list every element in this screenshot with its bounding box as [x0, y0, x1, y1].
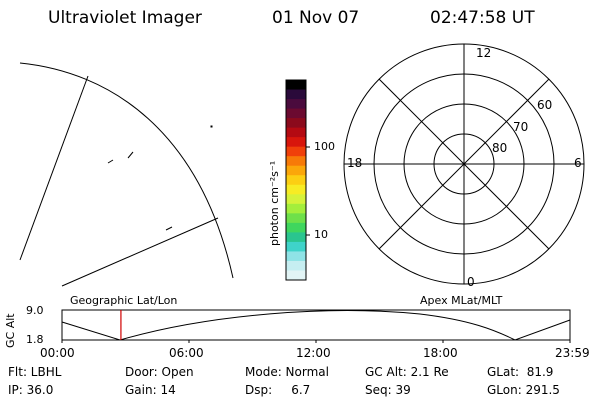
- timeline-right-label: Apex MLat/MLT: [420, 294, 503, 307]
- colorbar-stripe: [286, 118, 306, 129]
- colorbar-stripe: [286, 203, 306, 214]
- polar-diagonal-2: [378, 78, 550, 250]
- status-gain: Gain: 14: [125, 383, 176, 397]
- lat-label-70: 70: [513, 120, 529, 134]
- instrument-title: Ultraviolet Imager: [48, 8, 202, 28]
- timeline-ytick-1-8: 1.8: [26, 333, 44, 346]
- colorbar-stripe: [286, 194, 306, 205]
- timeline-xtick-1200: 12:00: [296, 346, 331, 360]
- polar-plot: [343, 43, 585, 285]
- colorbar-stripe: [286, 260, 306, 271]
- colorbar-stripe: [286, 108, 306, 119]
- date-label: 01 Nov 07: [272, 8, 360, 28]
- colorbar-tick-label-100: 100: [314, 140, 335, 153]
- colorbar-stripe: [286, 222, 306, 233]
- colorbar-stripe: [286, 251, 306, 262]
- mlt-label-0: 0: [467, 275, 475, 289]
- colorbar-stripe: [286, 146, 306, 157]
- timeline-xtick-0000: 00:00: [40, 346, 75, 360]
- time-label: 02:47:58 UT: [430, 8, 535, 28]
- colorbar-stripe: [286, 156, 306, 167]
- colorbar-stripe: [286, 213, 306, 224]
- timeline-plot: [61, 309, 571, 343]
- colorbar-stripe: [286, 232, 306, 243]
- colorbar-stripe: [286, 89, 306, 100]
- earth-limb-arc: [19, 62, 234, 279]
- status-flt: Flt: LBHL: [8, 365, 62, 379]
- status-glat: GLat: 81.9: [487, 365, 554, 379]
- status-ip: IP: 36.0: [8, 383, 54, 397]
- timeline-left-label: Geographic Lat/Lon: [70, 294, 178, 307]
- timeline-xtick-1800: 18:00: [423, 346, 458, 360]
- mlt-label-6: 6: [574, 156, 582, 170]
- colorbar-stripe: [286, 184, 306, 195]
- colorbar-stripe: [286, 137, 306, 148]
- meridian-line-2: [61, 217, 219, 287]
- status-mode: Mode: Normal: [245, 365, 329, 379]
- status-dsp: Dsp: 6.7: [245, 383, 311, 397]
- colorbar-stripe: [286, 127, 306, 138]
- colorbar-unit-label: photon cm⁻²s⁻¹: [268, 160, 281, 246]
- colorbar-tick-label-10: 10: [314, 228, 328, 241]
- colorbar-stripe: [286, 165, 306, 176]
- star-mark-4: [210, 125, 213, 128]
- star-mark-1: [107, 159, 114, 164]
- status-seq: Seq: 39: [365, 383, 411, 397]
- timeline-xtick-0600: 06:00: [169, 346, 204, 360]
- lat-label-80: 80: [492, 141, 508, 155]
- earth-limb-image: [19, 62, 234, 287]
- mlt-label-12: 12: [476, 46, 492, 60]
- meridian-line-1: [19, 75, 89, 261]
- colorbar: [285, 79, 310, 281]
- colorbar-stripe: [286, 175, 306, 186]
- colorbar-stripe: [286, 99, 306, 110]
- timeline-xtick-2359: 23:59: [555, 346, 590, 360]
- altitude-curve: [61, 310, 571, 341]
- colorbar-stripe: [286, 241, 306, 252]
- star-mark-2: [127, 151, 134, 159]
- mlt-label-18: 18: [347, 156, 363, 170]
- colorbar-stripe: [286, 270, 306, 281]
- colorbar-frame: [285, 79, 307, 281]
- status-gc-alt: GC Alt: 2.1 Re: [365, 365, 449, 379]
- colorbar-stripes: [286, 80, 306, 281]
- status-glon: GLon: 291.5: [487, 383, 560, 397]
- lat-label-60: 60: [537, 98, 553, 112]
- timeline-axis-title: GC Alt: [4, 313, 17, 348]
- star-mark-3: [165, 226, 173, 231]
- colorbar-stripe: [286, 80, 306, 91]
- status-door: Door: Open: [125, 365, 194, 379]
- timeline-ytick-9: 9.0: [26, 304, 44, 317]
